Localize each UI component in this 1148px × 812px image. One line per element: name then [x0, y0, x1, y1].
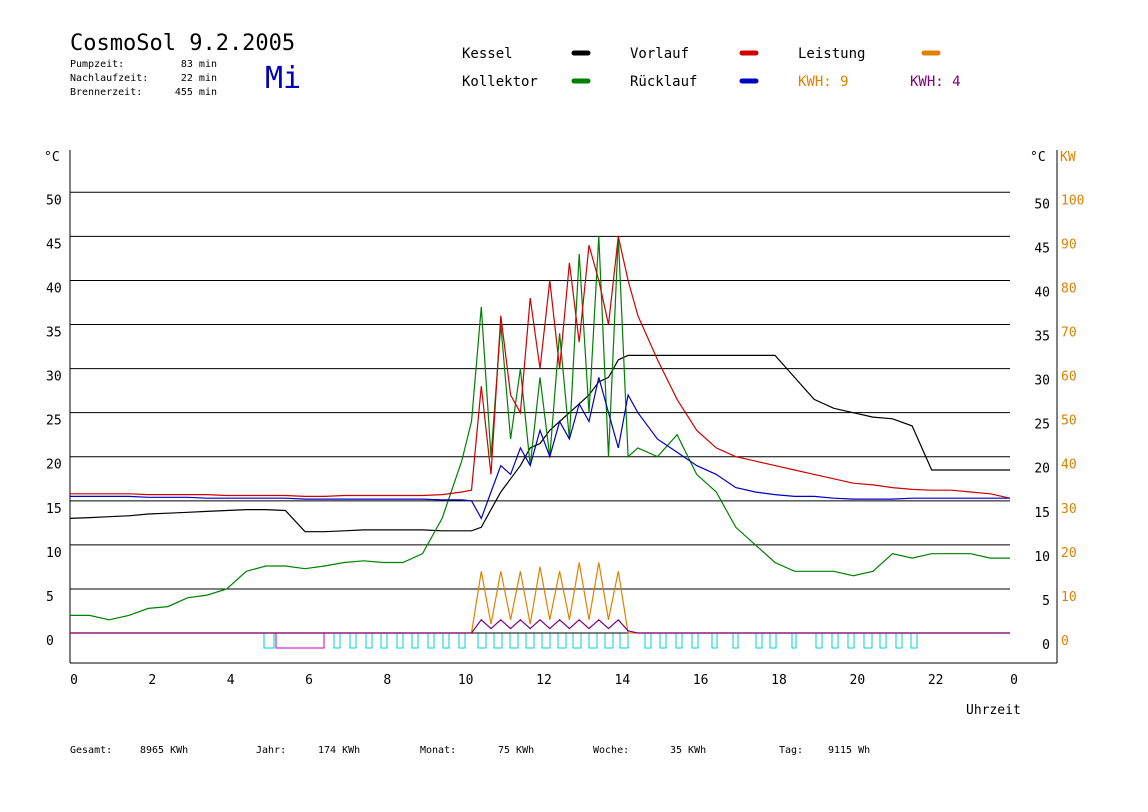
footer-value: 9115 Wh: [828, 745, 870, 756]
x-tick-label: 16: [693, 673, 709, 688]
y-tick-label-right: 10: [1034, 550, 1050, 565]
y-tick-label-right: 35: [1034, 330, 1050, 345]
plot-area: [69, 150, 1058, 664]
y-tick-label: 15: [46, 502, 62, 517]
y-tick-label: 35: [46, 326, 62, 341]
footer-value: 35 KWh: [670, 745, 706, 756]
y-tick-label: 45: [46, 237, 62, 252]
x-tick-label: 2: [148, 673, 156, 688]
x-tick-label: 12: [536, 673, 552, 688]
y-tick-label-right: 45: [1034, 241, 1050, 256]
stat-label: Brennerzeit:: [70, 87, 142, 98]
kwh-label: KWH: 4: [910, 74, 961, 90]
series-line: [70, 236, 1010, 621]
y2-tick-label: 40: [1061, 458, 1077, 473]
stat-value: 22 min: [181, 73, 217, 84]
pump-status: [70, 632, 1010, 649]
y2-tick-label: 30: [1061, 502, 1077, 517]
y2-tick-label: 20: [1061, 546, 1077, 561]
y2-unit-left: °C: [1030, 150, 1046, 165]
y2-tick-label: 100: [1061, 193, 1084, 208]
y2-tick-label: 80: [1061, 281, 1077, 296]
y2-unit: KW: [1060, 150, 1076, 165]
stat-value: 83 min: [181, 59, 217, 70]
kwh-label: KWH: 9: [798, 74, 849, 90]
day-label: Mi: [265, 61, 301, 96]
y-tick-label-right: 30: [1034, 374, 1050, 389]
y-tick-label: 30: [46, 370, 62, 385]
x-tick-label: 14: [615, 673, 631, 688]
footer-value: 75 KWh: [498, 745, 534, 756]
y-tick-label: 20: [46, 458, 62, 473]
legend-label: Kollektor: [462, 74, 538, 90]
y2-tick-label: 70: [1061, 326, 1077, 341]
footer-label: Tag:: [779, 745, 803, 756]
stat-label: Pumpzeit:: [70, 59, 124, 70]
legend-label: Leistung: [798, 46, 865, 62]
x-tick-label: 8: [383, 673, 391, 688]
y-tick-label: 0: [46, 634, 54, 649]
y-tick-label-right: 5: [1042, 594, 1050, 609]
y-tick-label: 50: [46, 193, 62, 208]
footer-label: Gesamt:: [70, 745, 112, 756]
x-tick-label: 18: [771, 673, 787, 688]
footer-value: 8965 KWh: [140, 745, 188, 756]
footer-label: Jahr:: [256, 745, 286, 756]
y-tick-label-right: 0: [1042, 638, 1050, 653]
series-line: [70, 562, 1010, 634]
x-tick-label: 20: [850, 673, 866, 688]
x-tick-label: 10: [458, 673, 474, 688]
y-tick-label-right: 50: [1034, 197, 1050, 212]
y-tick-label: 5: [46, 590, 54, 605]
stat-value: 455 min: [175, 87, 217, 98]
y-tick-label: 10: [46, 546, 62, 561]
y-unit: °C: [44, 150, 60, 165]
y2-tick-label: 60: [1061, 370, 1077, 385]
series-line: [69, 354, 1010, 533]
legend-label: Rücklauf: [630, 74, 697, 90]
series-line: [70, 618, 1010, 634]
series-line: [70, 236, 1011, 499]
footer-label: Monat:: [420, 745, 456, 756]
legend-label: Vorlauf: [630, 46, 689, 62]
y2-tick-label: 90: [1061, 237, 1077, 252]
footer-label: Woche:: [593, 745, 629, 756]
x-tick-label: 4: [227, 673, 235, 688]
y-tick-label-right: 40: [1034, 285, 1050, 300]
y-tick-label-right: 20: [1034, 462, 1050, 477]
y-tick-label-right: 15: [1034, 506, 1050, 521]
pump-boxes: [333, 633, 918, 649]
footer-value: 174 KWh: [318, 745, 360, 756]
y2-tick-label: 10: [1061, 590, 1077, 605]
y-tick-label: 25: [46, 414, 62, 429]
x-tick-label: 0: [70, 673, 78, 688]
title: CosmoSol 9.2.2005: [70, 31, 295, 56]
y-tick-label: 40: [46, 281, 62, 296]
pump-box: [263, 632, 275, 649]
x-tick-label: 22: [928, 673, 944, 688]
stat-label: Nachlaufzeit:: [70, 73, 148, 84]
pump-box: [275, 632, 325, 649]
y2-tick-label: 0: [1061, 634, 1069, 649]
y2-tick-label: 50: [1061, 414, 1077, 429]
x-axis-label: Uhrzeit: [966, 703, 1021, 718]
x-tick-label: 6: [305, 673, 313, 688]
y-tick-label-right: 25: [1034, 418, 1050, 433]
series-line: [70, 377, 1010, 520]
legend-label: Kessel: [462, 46, 513, 62]
x-tick-label: 0: [1010, 673, 1018, 688]
